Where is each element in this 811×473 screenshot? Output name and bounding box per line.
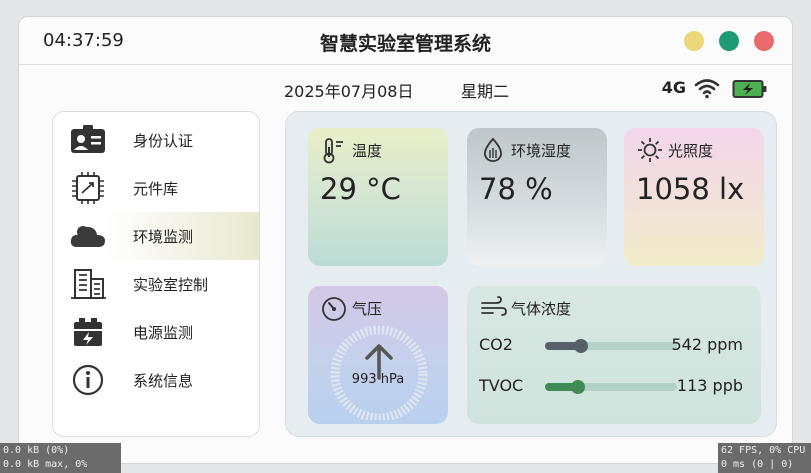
pressure-card: 气压 993 hPa bbox=[308, 286, 448, 424]
memory-line: 0.0 kB (0%) bbox=[3, 445, 70, 456]
chip-icon bbox=[72, 172, 104, 204]
pressure-value: 993 hPa bbox=[351, 372, 405, 387]
sidebar-item-identity[interactable]: 身份认证 bbox=[53, 116, 259, 164]
thermometer-icon bbox=[323, 138, 343, 164]
sidebar-item-label: 身份认证 bbox=[133, 131, 194, 150]
battery-charging-icon bbox=[732, 80, 767, 98]
humidity-value: 78 % bbox=[479, 172, 553, 206]
sidebar-item-power[interactable]: 电源监测 bbox=[53, 308, 259, 356]
tvoc-bar-fill bbox=[545, 383, 578, 391]
gas-title: 气体浓度 bbox=[511, 300, 572, 318]
co2-bar-fill bbox=[545, 342, 581, 350]
app-window: 04:37:59 智慧实验室管理系统 2025年07月08日 星期二 4G bbox=[18, 16, 793, 464]
temperature-value: 29 °C bbox=[320, 172, 401, 206]
light-title: 光照度 bbox=[668, 142, 714, 160]
clock: 04:37:59 bbox=[43, 30, 124, 51]
gauge-icon bbox=[322, 297, 346, 321]
wind-icon bbox=[481, 296, 507, 316]
sidebar-item-label: 系统信息 bbox=[133, 371, 194, 390]
status-bar: 2025年07月08日 星期二 4G bbox=[19, 75, 792, 105]
id-card-icon bbox=[71, 125, 105, 153]
render-time-line: 0 ms (0 | 0) bbox=[721, 459, 794, 470]
sidebar-item-label: 实验室控制 bbox=[133, 275, 209, 294]
sidebar-item-system-info[interactable]: 系统信息 bbox=[53, 356, 259, 404]
wifi-icon bbox=[694, 79, 720, 99]
gas-value: 542 ppm bbox=[671, 335, 743, 354]
gas-name: TVOC bbox=[479, 376, 524, 395]
co2-bar-knob bbox=[574, 339, 588, 353]
sidebar: 身份认证 元件库 环境监测 实验室控制 bbox=[52, 111, 260, 437]
environment-panel: 温度 29 °C 环境湿度 78 % 光照度 1058 lx bbox=[285, 111, 777, 437]
network-type: 4G bbox=[661, 78, 686, 97]
gas-row-co2: CO2 542 ppm bbox=[479, 333, 755, 357]
cloud-icon bbox=[70, 226, 105, 247]
window-controls bbox=[684, 31, 774, 51]
sidebar-item-label: 环境监测 bbox=[133, 227, 194, 246]
performance-monitor: 62 FPS, 0% CPU 0 ms (0 | 0) bbox=[718, 443, 811, 473]
light-card: 光照度 1058 lx bbox=[624, 128, 764, 266]
light-value: 1058 lx bbox=[636, 172, 745, 206]
weekday-label: 星期二 bbox=[461, 82, 510, 101]
sidebar-item-components[interactable]: 元件库 bbox=[53, 164, 259, 212]
sun-icon bbox=[638, 138, 662, 162]
humidity-title: 环境湿度 bbox=[511, 142, 572, 160]
sidebar-item-label: 电源监测 bbox=[133, 323, 194, 342]
temperature-title: 温度 bbox=[352, 142, 383, 160]
fps-line: 62 FPS, 0% CPU bbox=[721, 445, 806, 456]
tvoc-bar-knob bbox=[571, 380, 585, 394]
tvoc-bar bbox=[545, 380, 677, 394]
sidebar-item-label: 元件库 bbox=[133, 179, 179, 198]
pressure-gauge bbox=[330, 325, 428, 420]
date-label: 2025年07月08日 bbox=[284, 82, 414, 101]
pressure-title: 气压 bbox=[352, 300, 383, 318]
power-icon bbox=[74, 318, 102, 346]
app-title: 智慧实验室管理系统 bbox=[319, 33, 491, 55]
minimize-button[interactable] bbox=[684, 31, 704, 51]
gas-name: CO2 bbox=[479, 335, 513, 354]
gas-card: 气体浓度 CO2 542 ppm TVOC 113 ppb bbox=[467, 286, 761, 424]
maximize-button[interactable] bbox=[719, 31, 739, 51]
sidebar-item-environment[interactable]: 环境监测 bbox=[53, 212, 259, 260]
info-icon bbox=[72, 364, 104, 396]
humidity-icon bbox=[484, 137, 502, 162]
memory-monitor: 0.0 kB (0%) 0.0 kB max, 0% frag. bbox=[0, 443, 121, 473]
humidity-card: 环境湿度 78 % bbox=[467, 128, 607, 266]
temperature-card: 温度 29 °C bbox=[308, 128, 448, 266]
gas-row-tvoc: TVOC 113 ppb bbox=[479, 374, 755, 398]
memory-line: 0.0 kB max, 0% frag. bbox=[3, 459, 88, 470]
sidebar-item-lab-control[interactable]: 实验室控制 bbox=[53, 260, 259, 308]
building-icon bbox=[71, 269, 106, 299]
co2-bar bbox=[545, 339, 677, 353]
gas-value: 113 ppb bbox=[676, 376, 743, 395]
close-button[interactable] bbox=[754, 31, 774, 51]
title-bar: 04:37:59 智慧实验室管理系统 bbox=[19, 17, 792, 65]
